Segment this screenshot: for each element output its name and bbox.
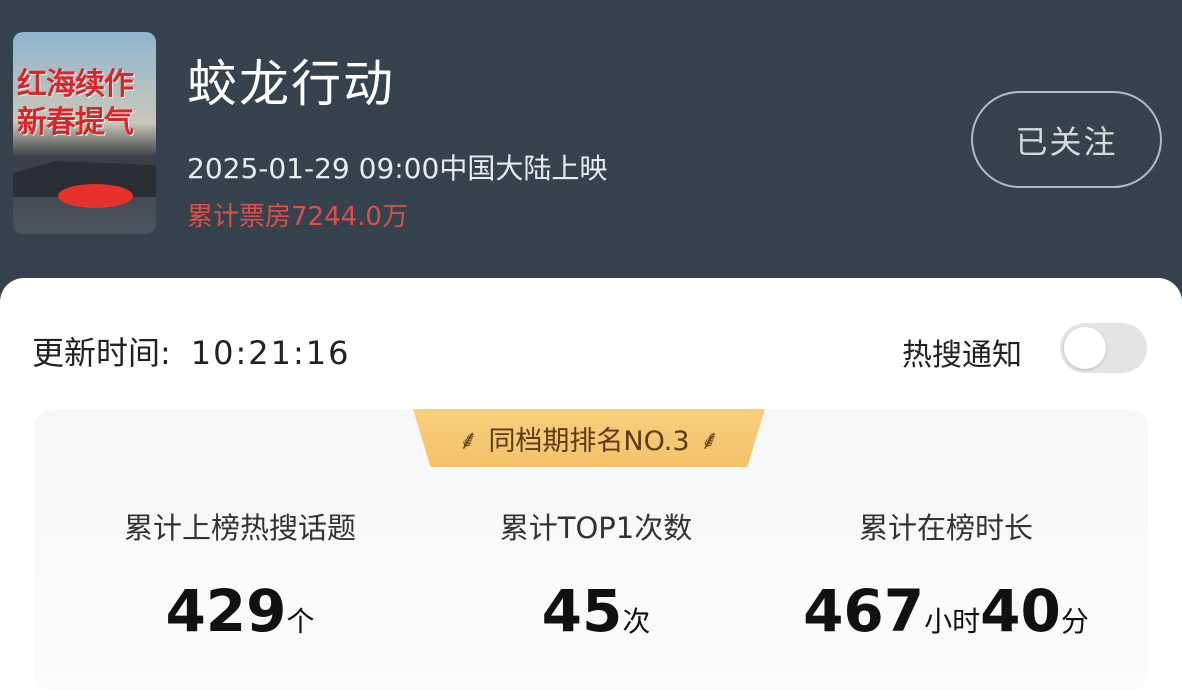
stat-label: 累计TOP1次数: [499, 511, 693, 545]
stat-value: 429个: [165, 577, 315, 645]
stat-value: 45次: [541, 577, 651, 645]
stat-duration: 累计在榜时长 467小时40分: [766, 505, 1126, 645]
box-office: 累计票房7244.0万: [187, 202, 408, 232]
stat-label: 累计上榜热搜话题: [123, 511, 356, 545]
release-info: 2025-01-29 09:00中国大陆上映: [187, 152, 608, 185]
notify-toggle[interactable]: [1060, 323, 1147, 373]
rank-text: 同档期排名NO.3: [488, 425, 690, 457]
rank-badge: ⸙ 同档期排名NO.3 ⸙: [413, 409, 765, 467]
stat-topics: 累计上榜热搜话题 429个: [60, 505, 420, 645]
movie-poster[interactable]: 红海续作 新春提气: [13, 32, 156, 234]
update-time-value: 10:21:16: [190, 334, 351, 372]
stat-top1: 累计TOP1次数 45次: [416, 505, 776, 645]
poster-text: 红海续作 新春提气: [17, 67, 134, 140]
follow-button[interactable]: 已关注: [971, 91, 1162, 188]
stat-value: 467小时40分: [803, 577, 1089, 645]
stat-label: 累计在榜时长: [858, 511, 1033, 545]
notify-label: 热搜通知: [902, 338, 1022, 373]
update-time: 更新时间: 10:21:16: [32, 328, 351, 374]
update-label: 更新时间:: [32, 334, 171, 372]
movie-title: 蛟龙行动: [187, 55, 395, 113]
poster-flare: [58, 184, 133, 208]
laurel-right-icon: ⸙: [699, 424, 720, 456]
laurel-left-icon: ⸙: [458, 424, 479, 456]
